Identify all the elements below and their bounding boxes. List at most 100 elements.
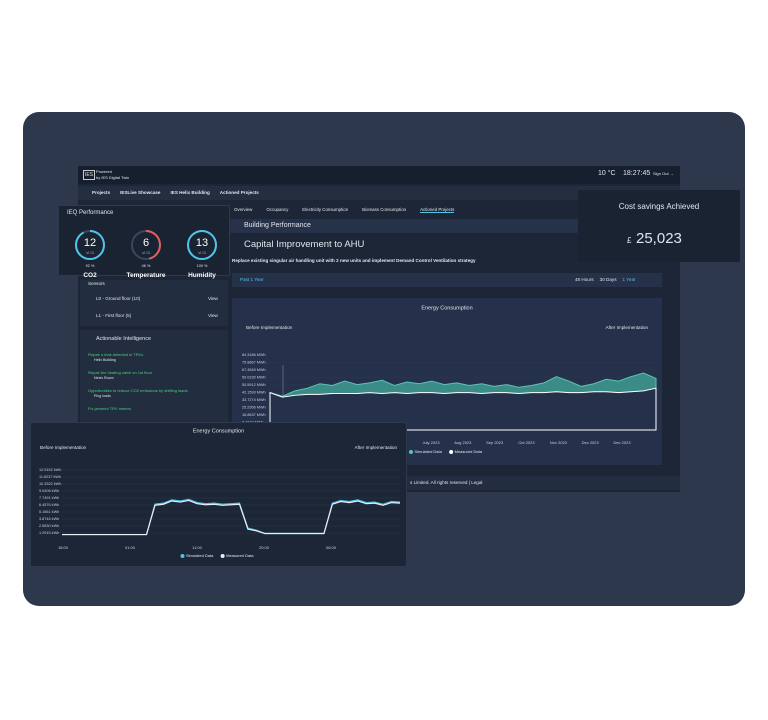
gauge: 6 of 13 (131, 230, 161, 260)
x-tick-label: Dec 2023 (582, 440, 600, 445)
tabs: Overview Occupancy Electricity Consumption… (230, 203, 480, 217)
y-tick-label: 1.2915 kWh (39, 531, 59, 535)
breadcrumb-item[interactable]: Actioned Projects (219, 190, 259, 195)
y-tick-label: 67.4549 MWh (242, 368, 266, 372)
y-tick-label: 42.1593 MWh (242, 391, 266, 395)
y-tick-label: 7.7491 kWh (39, 496, 59, 500)
small-chart-card (30, 422, 407, 567)
y-tick-label: 25.2956 MWh (242, 406, 266, 410)
gauge-max: of 13 (86, 251, 94, 255)
gauge: 13 of 13 (187, 230, 217, 260)
actionable-title: Actionable Intelligence (96, 336, 152, 342)
small-chart: Energy Consumption Before Implementation A… (39, 428, 401, 558)
breadcrumb-item[interactable]: IESLive Showcase (120, 190, 161, 195)
y-tick-label: 75.8867 MWh (242, 361, 266, 365)
action-title[interactable]: Repair the heating valve on 1st floor (88, 370, 153, 375)
gauge-value: 12 (84, 237, 96, 249)
y-tick-label: 84.3186 MWh (242, 353, 266, 357)
y-tick-label: 3.8746 kWh (39, 517, 59, 521)
annotation: Before Implementation (246, 325, 293, 330)
gauge-arc (75, 230, 105, 260)
sensors-panel: Sensors L0 - Ground floor (10) View L1 - F… (80, 280, 228, 326)
sensor-row: L0 - Ground floor (10) (96, 296, 141, 301)
action-title[interactable]: Repair a leak detected in TRVs (88, 352, 144, 357)
gauge-arc (187, 230, 217, 260)
annotation: Before Implementation (40, 445, 87, 450)
legend-marker (180, 554, 185, 558)
project-description: Replace existing singular air handling u… (232, 258, 476, 263)
y-tick-label: 10.3322 kWh (39, 482, 61, 486)
cost-title: Cost savings Achieved (618, 202, 700, 211)
tab[interactable]: Overview (234, 207, 253, 212)
section-title: Building Performance (244, 222, 311, 229)
breadcrumb: Projects IESLive Showcase IES Helix Buildi… (78, 186, 680, 200)
project-title: Capital Improvement to AHU (244, 239, 365, 250)
annotation: After Implementation (355, 445, 398, 450)
legend-marker (220, 554, 225, 558)
legend-label: Simulated Data (415, 449, 443, 454)
x-tick-label: 06:00 (326, 545, 337, 550)
y-tick-label: 50.5912 MWh (242, 383, 266, 387)
powered-by: by IES Digital Twin (96, 175, 130, 180)
action-location: Nexis Room (94, 376, 114, 380)
gauge-name: Temperature (126, 272, 166, 279)
action-location: Plug loads (94, 394, 111, 398)
y-tick-label: 16.8637 MWh (242, 413, 266, 417)
gauge-max: of 13 (142, 251, 150, 255)
y-tick-label: 59.0230 MWh (242, 376, 266, 380)
sensor-view[interactable]: View (208, 313, 218, 318)
tab[interactable]: Occupancy (266, 207, 289, 212)
y-tick-label: 11.6237 kWh (39, 475, 61, 479)
logo: IES (83, 170, 96, 180)
gauge-name: Humidity (188, 272, 216, 279)
x-tick-label: 01:00 (125, 545, 136, 550)
range-option[interactable]: 30 Days (599, 277, 617, 282)
annotation: After Implementation (606, 325, 649, 330)
y-tick-label: 33.7274 MWh (242, 398, 266, 402)
gauge-score: 92 % (85, 264, 95, 268)
y-tick-label: 2.5830 kWh (39, 524, 59, 528)
tab[interactable]: Actioned Projects (420, 207, 455, 213)
actionable-panel: Actionable Intelligence Repair a leak de… (80, 330, 228, 422)
legend-marker (449, 450, 454, 454)
period[interactable]: Past 1 Year (240, 277, 264, 282)
tab[interactable]: Electricity Consumption (302, 207, 349, 212)
chart-title: Energy Consumption (193, 428, 244, 434)
action-title[interactable]: Fix jammed TRV meters (88, 406, 131, 411)
main-chart: Energy Consumption Before Implementation A… (242, 305, 657, 454)
breadcrumb-item[interactable]: Projects (92, 190, 111, 195)
range-option[interactable]: 1 Year (622, 277, 636, 282)
gauge-name: CO2 (83, 272, 97, 279)
y-tick-label: 5.1661 kWh (39, 510, 59, 514)
legend-label: Measured Data (455, 449, 483, 454)
currency: £ (627, 236, 632, 245)
x-tick-label: Nov 2023 (550, 440, 568, 445)
gauge-value: 13 (196, 237, 208, 249)
y-tick-label: 6.4576 kWh (39, 503, 59, 507)
x-tick-label: Oct 2023 (518, 440, 535, 445)
action-title[interactable]: Opportunities to reduce CO2 emissions by… (88, 388, 188, 393)
gauge-value: 6 (143, 237, 149, 249)
gauge: 12 of 13 (75, 230, 105, 260)
footer: s Limited. All rights reserved | Legal (410, 480, 483, 485)
sensor-view[interactable]: View (208, 296, 218, 301)
time: 18:27:45 (623, 170, 651, 177)
filter-bar: Past 1 Year 48 Hours 30 Days 1 Year (232, 273, 662, 287)
cost-card: Cost savings Achieved £ 25,023 (578, 190, 740, 262)
temperature: 10 °C (598, 170, 616, 177)
section-bar: Building Performance (230, 219, 662, 233)
x-tick-label: Dec 2023 (613, 440, 631, 445)
tab[interactable]: Biomass Consumption (362, 207, 407, 212)
sign-out[interactable]: Sign Out → (653, 171, 674, 176)
y-tick-label: 12.9152 kWh (39, 468, 61, 472)
ieq-title: IEQ Performance (67, 210, 114, 216)
legend-label: Simulated Data (186, 553, 214, 558)
cost-amount: 25,023 (636, 230, 682, 247)
x-tick-label: July 2023 (422, 440, 440, 445)
ieq-card: IEQ Performance 12 of 13 92 % CO2 6 of 13 46 %… (58, 205, 230, 279)
breadcrumb-item[interactable]: IES Helix Building (170, 190, 210, 195)
range-option[interactable]: 48 Hours (575, 277, 594, 282)
x-tick-label: Sep 2023 (486, 440, 504, 445)
x-tick-label: Aug 2023 (454, 440, 472, 445)
sensor-row: L1 - First floor (5) (96, 313, 132, 318)
